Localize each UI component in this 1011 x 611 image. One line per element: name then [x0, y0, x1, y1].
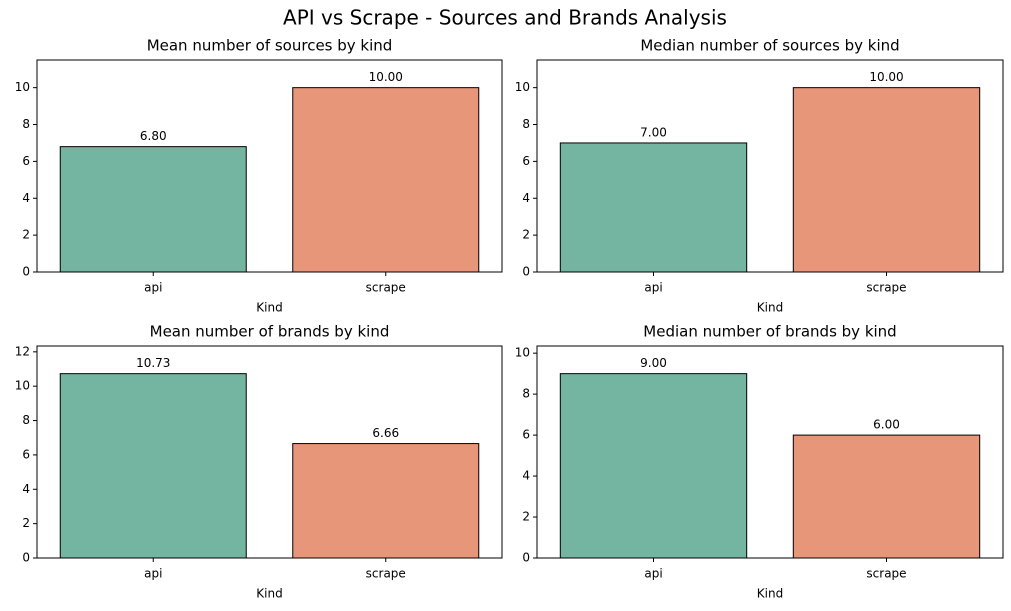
chart-title: Mean number of brands by kind [150, 323, 390, 341]
bar [292, 87, 480, 273]
y-tick-label: 2 [22, 516, 30, 530]
y-tick-label: 0 [522, 265, 530, 279]
value-label: 6.00 [873, 418, 900, 432]
value-label: 9.00 [640, 356, 667, 370]
y-tick-label: 10 [15, 379, 30, 393]
x-axis-label: Kind [256, 587, 282, 601]
x-tick-label: api [644, 281, 662, 295]
axes-frame [536, 59, 1004, 273]
bar [559, 142, 748, 273]
bar [792, 87, 981, 273]
x-tick-label: scrape [366, 567, 406, 581]
chart-title: Median number of sources by kind [640, 37, 899, 55]
chart-title: Mean number of sources by kind [147, 37, 393, 55]
x-tick-label: api [144, 567, 162, 581]
bar [292, 443, 480, 559]
figure-title: API vs Scrape - Sources and Brands Analy… [283, 6, 727, 30]
x-axis-label: Kind [256, 301, 282, 315]
value-label: 6.80 [140, 129, 167, 143]
y-tick-label: 12 [15, 344, 30, 358]
value-label: 7.00 [640, 125, 667, 139]
y-tick-label: 8 [22, 413, 30, 427]
y-tick-label: 4 [22, 191, 30, 205]
value-label: 10.73 [136, 356, 170, 370]
axes-frame [536, 345, 1004, 559]
y-tick-label: 4 [522, 469, 530, 483]
y-tick-label: 10 [515, 80, 530, 94]
y-tick-label: 6 [522, 154, 530, 168]
y-tick-label: 4 [22, 482, 30, 496]
y-tick-label: 0 [22, 265, 30, 279]
y-tick-label: 6 [22, 447, 30, 461]
value-label: 10.00 [869, 70, 903, 84]
y-tick-label: 6 [522, 428, 530, 442]
chart-title: Median number of brands by kind [643, 323, 896, 341]
y-tick-label: 6 [22, 154, 30, 168]
x-tick-label: api [644, 567, 662, 581]
y-tick-label: 0 [522, 551, 530, 565]
bar [792, 434, 981, 559]
y-tick-label: 8 [522, 387, 530, 401]
axes-frame [36, 59, 503, 273]
y-tick-label: 2 [522, 228, 530, 242]
x-tick-label: scrape [366, 281, 406, 295]
bar [59, 373, 247, 559]
x-tick-label: scrape [866, 281, 906, 295]
bar [559, 373, 748, 559]
value-label: 10.00 [369, 70, 403, 84]
y-tick-label: 0 [22, 551, 30, 565]
y-tick-label: 8 [22, 117, 30, 131]
value-label: 6.66 [372, 426, 399, 440]
y-tick-label: 10 [515, 346, 530, 360]
x-axis-label: Kind [757, 301, 783, 315]
x-tick-label: scrape [866, 567, 906, 581]
axes-frame [36, 345, 503, 559]
x-tick-label: api [144, 281, 162, 295]
y-tick-label: 8 [522, 117, 530, 131]
y-tick-label: 2 [22, 228, 30, 242]
bar [59, 146, 247, 273]
x-axis-label: Kind [757, 587, 783, 601]
y-tick-label: 10 [15, 80, 30, 94]
y-tick-label: 2 [522, 510, 530, 524]
y-tick-label: 4 [522, 191, 530, 205]
